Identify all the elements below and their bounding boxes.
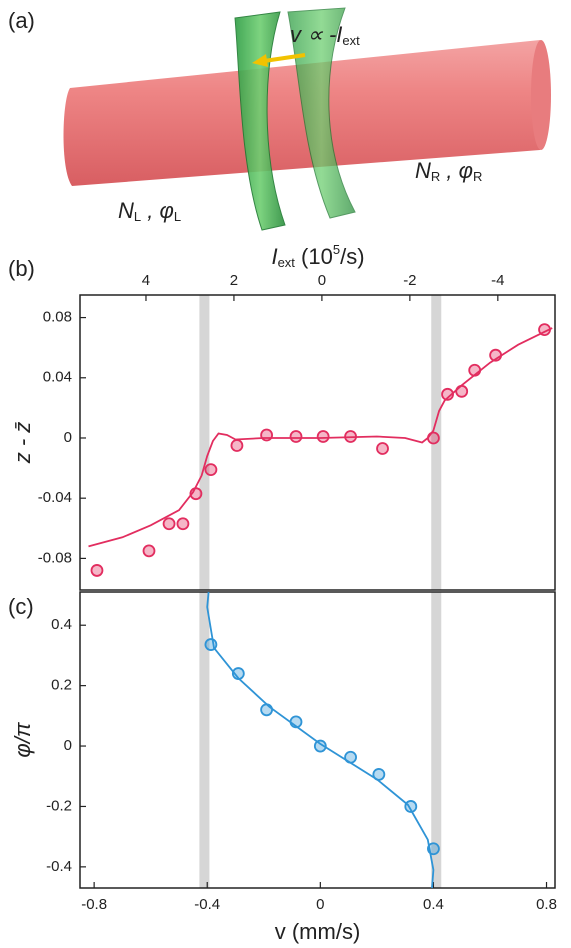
shaded-band <box>199 295 210 590</box>
y-tick-label: -0.08 <box>38 549 72 566</box>
x2-tick-label: -2 <box>403 272 416 289</box>
data-point <box>289 715 303 729</box>
data-point <box>260 428 274 442</box>
data-point <box>376 442 389 455</box>
data-point <box>316 430 330 443</box>
label-sub: ext <box>342 33 360 48</box>
shaded-band <box>199 592 210 888</box>
panel-label: (c) <box>8 594 34 619</box>
data-point <box>441 387 454 401</box>
x2-tick-label: 4 <box>142 272 150 289</box>
label-sub: L <box>134 209 141 224</box>
label-after: , φ <box>141 198 174 223</box>
data-point <box>344 750 357 764</box>
label-main: v ∝ -I <box>290 22 342 47</box>
data-point <box>142 544 156 558</box>
y-tick-label: 0 <box>64 429 72 446</box>
y-tick-label: -0.4 <box>46 858 72 875</box>
data-point <box>404 800 418 813</box>
data-point <box>90 564 104 577</box>
data-point <box>204 463 218 476</box>
fit-line <box>206 591 435 889</box>
data-point <box>230 439 244 452</box>
x2-tick-label: 0 <box>318 272 326 289</box>
data-point <box>204 638 218 651</box>
data-point <box>455 384 469 398</box>
label-main: N <box>415 158 431 183</box>
data-point <box>162 517 176 531</box>
plot-frame <box>79 591 556 889</box>
y-tick-label: -0.2 <box>46 797 72 814</box>
y-tick-label: 0.4 <box>51 616 72 633</box>
x2-tick-label: -4 <box>491 272 504 289</box>
data-point <box>289 430 303 443</box>
plate-right <box>287 7 356 219</box>
left-label: NL , φL <box>118 198 181 225</box>
y-tick-label: -0.04 <box>38 489 72 506</box>
x-tick-label: -0.4 <box>194 896 220 913</box>
data-point <box>344 430 357 443</box>
label-end: /s) <box>340 244 364 269</box>
label-sup: 5 <box>333 242 340 257</box>
y-axis-label: φ/π <box>10 721 35 757</box>
cylinder-end <box>531 40 551 150</box>
label-main: I <box>271 244 277 269</box>
shaded-band <box>431 592 442 888</box>
y-tick-label: 0 <box>64 737 72 754</box>
label-sub: ext <box>278 255 296 270</box>
x-tick-label: 0 <box>316 896 324 913</box>
data-point <box>427 842 440 856</box>
x2-tick-label: 2 <box>230 272 238 289</box>
y-tick-label: 0.08 <box>43 309 72 326</box>
right-label: NR , φR <box>415 158 482 185</box>
panel-label: (a) <box>8 8 35 33</box>
label-sub: L <box>174 209 181 224</box>
data-point <box>176 517 190 531</box>
label-after: (10 <box>295 244 333 269</box>
panel-label: (b) <box>8 256 35 281</box>
data-point <box>468 363 482 377</box>
data-point <box>427 431 440 445</box>
data-point <box>189 487 203 501</box>
data-point <box>538 323 551 337</box>
data-point <box>489 348 503 362</box>
label-main: N <box>118 198 134 223</box>
data-point <box>260 703 274 717</box>
label-sub: R <box>473 169 482 184</box>
data-point <box>313 739 327 753</box>
data-point <box>372 768 386 781</box>
data-point <box>231 667 245 680</box>
x2-axis-label: Iext (105/s) <box>271 242 364 270</box>
y-tick-label: 0.04 <box>43 369 72 386</box>
velocity-label: v ∝ -Iext <box>290 22 360 49</box>
plate-left <box>234 11 286 231</box>
label-sub: R <box>431 169 440 184</box>
x-tick-label: 0.8 <box>536 896 557 913</box>
plot-frame <box>79 294 556 591</box>
x-tick-label: -0.8 <box>81 896 107 913</box>
label-after: , φ <box>440 158 473 183</box>
x-axis-label: v (mm/s) <box>275 919 361 944</box>
y-axis-label: z - z̄ <box>10 421 35 464</box>
y-tick-label: 0.2 <box>51 677 72 694</box>
illustration: (a) v ∝ -Iext NL , φL NR , φR <box>8 7 551 231</box>
velocity-arrow <box>263 53 306 63</box>
x-tick-label: 0.4 <box>423 896 444 913</box>
velocity-arrowhead <box>252 54 268 67</box>
